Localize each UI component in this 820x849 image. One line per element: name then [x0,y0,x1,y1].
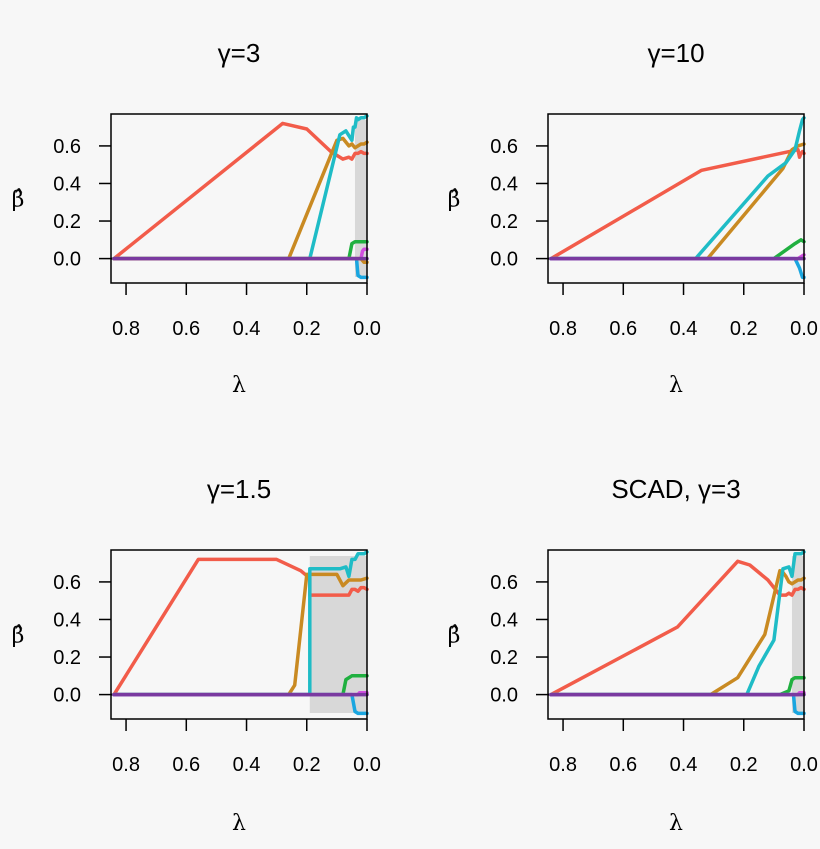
x-tick-label: 0.0 [790,318,818,340]
series-line-2 [112,136,369,261]
series-line-3 [112,550,369,697]
x-tick-label: 0.2 [293,754,321,776]
series-line-1 [549,147,806,261]
panel-3: 0.8 0.6 0.4 0.2 0.0 0.0 0.2 0.4 0.6 γ=1.5 λ β̂ [12,474,381,836]
y-axis-label: β̂ [448,624,461,649]
x-axis-label: λ [232,373,246,398]
panel-title: γ=1.5 [207,474,271,504]
series-line-2 [112,572,369,697]
y-tick-label: 0.4 [53,609,81,631]
y-tick-label: 0.4 [490,609,518,631]
x-tick-label: 0.0 [790,754,818,776]
x-tick-label: 0.6 [609,318,637,340]
y-tick-label: 0.6 [490,136,518,158]
y-tick-label: 0.0 [53,685,81,707]
plot-frame [547,113,805,284]
x-axis-label: λ [669,373,683,398]
x-tick-label: 0.8 [549,318,577,340]
x-tick-label: 0.8 [112,754,140,776]
series-line-2 [549,568,806,697]
x-tick-label: 0.4 [670,754,698,776]
y-tick-label: 0.4 [490,173,518,195]
panel-4: 0.8 0.6 0.4 0.2 0.0 0.0 0.2 0.4 0.6 SCAD, γ=3 λ β̂ [448,474,818,836]
y-tick-label: 0.6 [53,136,81,158]
y-tick-label: 0.6 [490,572,518,594]
x-tick-label: 0.4 [670,318,698,340]
panel-title: γ=10 [647,38,704,68]
y-tick-label: 0.0 [490,685,518,707]
y-axis-label: β̂ [448,188,461,213]
panel-title: γ=3 [218,38,261,68]
series-line-3 [549,550,806,697]
panel-title: SCAD, γ=3 [611,474,740,504]
panel-2: 0.8 0.6 0.4 0.2 0.0 0.0 0.2 0.4 0.6 γ=10 λ β̂ [448,38,818,398]
shaded-region [791,556,804,713]
x-tick-label: 0.0 [353,754,381,776]
shaded-region [354,120,367,277]
series-line-4 [112,239,369,261]
x-tick-label: 0.6 [172,318,200,340]
series-line-1 [549,559,806,697]
x-tick-label: 0.2 [730,318,758,340]
x-tick-label: 0.6 [609,754,637,776]
series-line-3 [112,114,369,261]
series-line-1 [112,557,369,697]
x-axis-label: λ [669,811,683,836]
plot-frame [110,549,368,720]
y-tick-label: 0.2 [490,647,518,669]
y-tick-label: 0.4 [53,173,81,195]
y-tick-label: 0.6 [53,572,81,594]
y-tick-label: 0.2 [53,647,81,669]
x-tick-label: 0.8 [112,318,140,340]
x-tick-label: 0.2 [730,754,758,776]
y-tick-label: 0.0 [53,249,81,271]
series-line-3 [549,116,806,261]
x-tick-label: 0.4 [233,318,261,340]
x-tick-label: 0.4 [233,754,261,776]
shaded-region [309,556,367,713]
y-tick-label: 0.0 [490,249,518,271]
x-tick-label: 0.8 [549,754,577,776]
plot-frame [547,549,805,720]
x-tick-label: 0.2 [293,318,321,340]
y-axis-label: β̂ [12,188,25,213]
x-axis-label: λ [232,811,246,836]
y-tick-label: 0.2 [53,211,81,233]
series-line-1 [112,121,369,261]
x-tick-label: 0.0 [353,318,381,340]
y-tick-label: 0.2 [490,211,518,233]
x-tick-label: 0.6 [172,754,200,776]
panel-1: 0.8 0.6 0.4 0.2 0.0 0.0 0.2 0.4 0.6 γ=3 λ β̂ [12,38,381,398]
plot-frame [110,113,368,284]
y-axis-label: β̂ [12,624,25,649]
